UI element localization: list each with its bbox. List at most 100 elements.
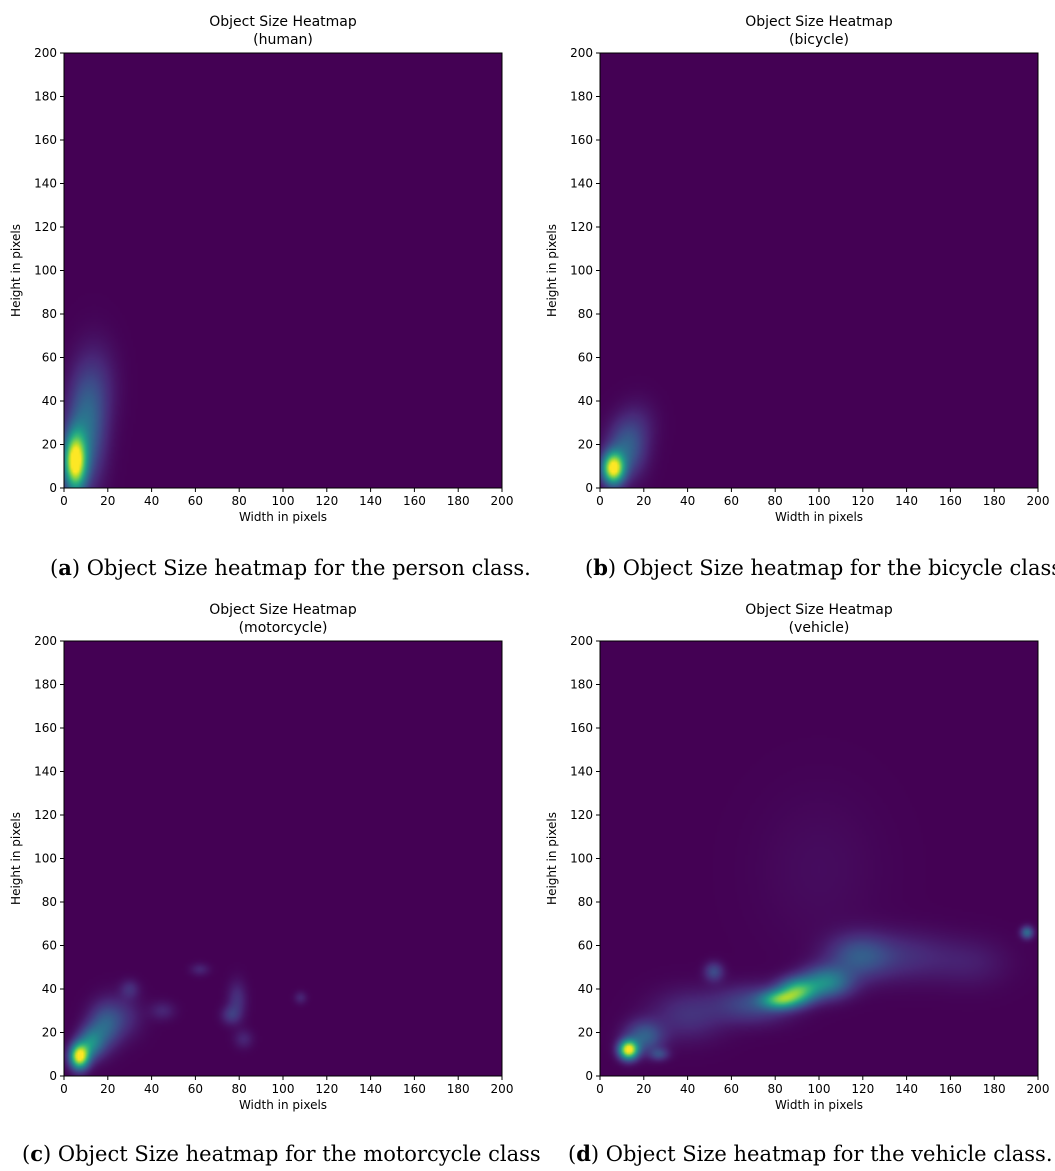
y-tick-label: 200 xyxy=(34,46,57,60)
heatmap-image xyxy=(64,53,502,488)
chart-panel-3: 0 20 40 60 80 100 120 140 160 180 200 0 20 40 60 80 100 1… xyxy=(545,602,1049,1112)
y-tick-label: 60 xyxy=(42,351,57,365)
x-tick-label: 20 xyxy=(100,494,115,508)
y-tick-label: 140 xyxy=(570,177,593,191)
caption-b: (b) Object Size heatmap for the bicycle … xyxy=(585,555,1055,580)
y-tick-label: 120 xyxy=(570,220,593,234)
y-tick-label: 0 xyxy=(585,1069,593,1083)
y-axis-label: Height in pixels xyxy=(9,812,23,905)
chart-title: Object Size Heatmap xyxy=(209,602,357,618)
x-tick-label: 0 xyxy=(60,494,68,508)
chart-title: Object Size Heatmap xyxy=(745,14,893,30)
chart-subtitle: (bicycle) xyxy=(789,32,849,48)
chart-title: Object Size Heatmap xyxy=(209,14,357,30)
x-tick-label: 60 xyxy=(188,494,203,508)
x-tick-label: 200 xyxy=(491,1082,514,1096)
x-tick-label: 20 xyxy=(100,1082,115,1096)
chart-subtitle: (motorcycle) xyxy=(239,620,328,636)
x-tick-label: 80 xyxy=(232,1082,247,1096)
y-tick-label: 40 xyxy=(578,982,593,996)
y-tick-label: 60 xyxy=(578,351,593,365)
chart-panel-1: 0 20 40 60 80 100 120 140 160 180 200 0 20 40 60 80 100 1… xyxy=(545,14,1049,524)
x-tick-label: 60 xyxy=(724,1082,739,1096)
x-tick-label: 180 xyxy=(983,1082,1006,1096)
x-tick-label: 160 xyxy=(939,1082,962,1096)
x-tick-label: 180 xyxy=(447,494,470,508)
y-tick-label: 20 xyxy=(42,1026,57,1040)
y-tick-label: 200 xyxy=(570,634,593,648)
chart-subtitle: (vehicle) xyxy=(789,620,850,636)
x-tick-label: 40 xyxy=(680,1082,695,1096)
x-tick-label: 160 xyxy=(403,1082,426,1096)
x-tick-label: 160 xyxy=(939,494,962,508)
y-tick-label: 160 xyxy=(34,721,57,735)
x-tick-label: 120 xyxy=(315,494,338,508)
y-tick-label: 80 xyxy=(578,307,593,321)
heatmap-image xyxy=(600,641,1038,1076)
y-tick-label: 200 xyxy=(34,634,57,648)
y-axis-label: Height in pixels xyxy=(545,224,559,317)
chart-title: Object Size Heatmap xyxy=(745,602,893,618)
x-tick-label: 0 xyxy=(596,494,604,508)
y-tick-label: 20 xyxy=(578,438,593,452)
x-tick-label: 100 xyxy=(808,494,831,508)
y-tick-label: 100 xyxy=(34,852,57,866)
y-tick-label: 180 xyxy=(570,90,593,104)
caption-d: (d) Object Size heatmap for the vehicle … xyxy=(568,1141,1053,1166)
y-tick-label: 100 xyxy=(570,264,593,278)
x-tick-label: 60 xyxy=(724,494,739,508)
y-tick-label: 180 xyxy=(34,90,57,104)
heatmap-image xyxy=(600,53,1038,488)
x-axis-label: Width in pixels xyxy=(239,1098,327,1112)
y-tick-label: 40 xyxy=(42,394,57,408)
y-tick-label: 100 xyxy=(34,264,57,278)
y-tick-label: 120 xyxy=(34,808,57,822)
y-axis-label: Height in pixels xyxy=(9,224,23,317)
y-tick-label: 180 xyxy=(570,678,593,692)
x-tick-label: 40 xyxy=(680,494,695,508)
x-tick-label: 0 xyxy=(596,1082,604,1096)
x-tick-label: 80 xyxy=(232,494,247,508)
y-tick-label: 80 xyxy=(42,307,57,321)
y-tick-label: 140 xyxy=(570,765,593,779)
chart-subtitle: (human) xyxy=(253,32,313,48)
y-axis-label: Height in pixels xyxy=(545,812,559,905)
x-tick-label: 20 xyxy=(636,1082,651,1096)
x-tick-label: 120 xyxy=(851,1082,874,1096)
x-tick-label: 0 xyxy=(60,1082,68,1096)
x-tick-label: 160 xyxy=(403,494,426,508)
chart-panel-0: 0 20 40 60 80 100 120 140 160 180 200 0 20 40 60 80 100 1… xyxy=(9,14,513,524)
x-tick-label: 200 xyxy=(1027,1082,1050,1096)
y-tick-label: 0 xyxy=(49,1069,57,1083)
x-axis-label: Width in pixels xyxy=(775,1098,863,1112)
caption-a: (a) Object Size heatmap for the person c… xyxy=(50,555,531,580)
y-tick-label: 140 xyxy=(34,177,57,191)
y-tick-label: 0 xyxy=(49,481,57,495)
y-tick-label: 40 xyxy=(42,982,57,996)
y-tick-label: 160 xyxy=(570,721,593,735)
y-tick-label: 80 xyxy=(578,895,593,909)
y-tick-label: 160 xyxy=(34,133,57,147)
y-tick-label: 200 xyxy=(570,46,593,60)
x-tick-label: 40 xyxy=(144,1082,159,1096)
x-axis-label: Width in pixels xyxy=(239,510,327,524)
x-tick-label: 80 xyxy=(768,1082,783,1096)
y-tick-label: 20 xyxy=(578,1026,593,1040)
chart-panel-2: 0 20 40 60 80 100 120 140 160 180 200 0 20 40 60 80 100 1… xyxy=(9,602,513,1112)
x-tick-label: 180 xyxy=(447,1082,470,1096)
x-tick-label: 100 xyxy=(272,494,295,508)
y-tick-label: 80 xyxy=(42,895,57,909)
x-tick-label: 140 xyxy=(895,1082,918,1096)
x-tick-label: 100 xyxy=(272,1082,295,1096)
x-axis-label: Width in pixels xyxy=(775,510,863,524)
y-tick-label: 100 xyxy=(570,852,593,866)
y-tick-label: 160 xyxy=(570,133,593,147)
x-tick-label: 120 xyxy=(315,1082,338,1096)
x-tick-label: 100 xyxy=(808,1082,831,1096)
y-tick-label: 0 xyxy=(585,481,593,495)
x-tick-label: 20 xyxy=(636,494,651,508)
x-tick-label: 180 xyxy=(983,494,1006,508)
x-tick-label: 40 xyxy=(144,494,159,508)
x-tick-label: 60 xyxy=(188,1082,203,1096)
